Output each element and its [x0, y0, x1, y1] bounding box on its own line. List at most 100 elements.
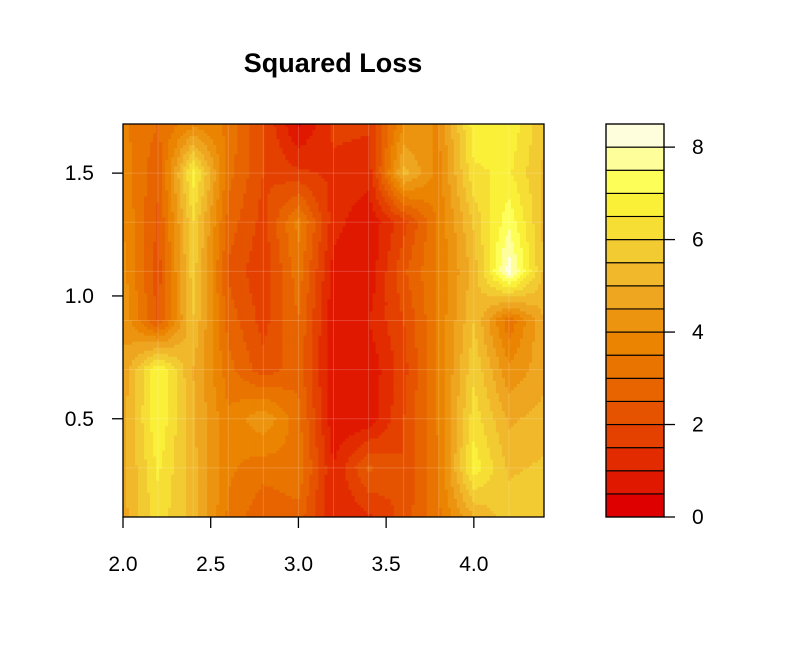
contour-cell [297, 136, 302, 140]
contour-cell [204, 151, 208, 155]
contour-cell [468, 154, 473, 158]
contour-cell [219, 136, 223, 140]
contour-cell [156, 160, 160, 164]
contour-cell [135, 136, 139, 140]
contour-cell [534, 142, 539, 146]
contour-cell [225, 145, 229, 149]
contour-cell [300, 127, 305, 131]
contour-cell [234, 154, 238, 158]
contour-cell [474, 142, 479, 146]
contour-cell [234, 139, 238, 143]
contour-cell [528, 145, 533, 149]
contour-cell [141, 160, 145, 164]
contour-cell [324, 154, 329, 158]
contour-cell [270, 127, 274, 131]
contour-cell [534, 124, 539, 128]
contour-cell [348, 148, 353, 152]
contour-cell [450, 139, 455, 143]
contour-cell [243, 157, 247, 161]
contour-cell [210, 154, 214, 158]
contour-cell [525, 136, 530, 140]
contour-cell [516, 133, 521, 137]
contour-cell [384, 151, 389, 155]
contour-cell [513, 160, 518, 164]
contour-cell [486, 160, 491, 164]
contour-cell [144, 124, 148, 128]
contour-cell [222, 133, 226, 137]
contour-cell [207, 139, 211, 143]
contour-cell [123, 151, 127, 155]
contour-cell [438, 127, 443, 131]
contour-cell [336, 145, 341, 149]
contour-cell [492, 151, 497, 155]
contour-cell [186, 127, 190, 131]
contour-cell [384, 133, 389, 137]
contour-cell [207, 127, 211, 131]
contour-cell [360, 139, 365, 143]
contour-cell [294, 127, 299, 131]
contour-cell [480, 157, 485, 161]
contour-cell [363, 142, 368, 146]
contour-cell [414, 145, 419, 149]
contour-cell [150, 151, 154, 155]
contour-cell [333, 130, 338, 134]
contour-cell [192, 127, 196, 131]
contour-cell [390, 142, 395, 146]
contour-cell [417, 133, 422, 137]
contour-cell [303, 145, 308, 149]
contour-cell [537, 151, 542, 155]
contour-cell [270, 124, 274, 128]
contour-cell [522, 145, 527, 149]
contour-cell [294, 160, 299, 164]
contour-cell [435, 151, 440, 155]
contour-cell [252, 157, 256, 161]
contour-cell [288, 130, 292, 134]
contour-cell [279, 142, 283, 146]
contour-cell [258, 136, 262, 140]
contour-cell [282, 151, 286, 155]
contour-cell [393, 157, 398, 161]
contour-cell [252, 160, 256, 164]
contour-cell [363, 157, 368, 161]
contour-cell [123, 145, 127, 149]
contour-cell [336, 154, 341, 158]
contour-cell [447, 142, 452, 146]
contour-cell [366, 133, 371, 137]
contour-cell [504, 130, 509, 134]
contour-cell [423, 154, 428, 158]
contour-cell [144, 145, 148, 149]
contour-cell [288, 142, 292, 146]
contour-cell [525, 142, 530, 146]
contour-cell [426, 124, 431, 128]
contour-cell [192, 139, 196, 143]
contour-cell [228, 124, 232, 128]
contour-cell [153, 154, 157, 158]
contour-cell [183, 163, 187, 167]
contour-cell [402, 142, 407, 146]
contour-cell [516, 154, 521, 158]
contour-cell [294, 154, 299, 158]
contour-cell [375, 139, 380, 143]
contour-cell [234, 163, 238, 167]
contour-cell [426, 154, 431, 158]
contour-cell [399, 142, 404, 146]
contour-cell [171, 145, 175, 149]
contour-cell [183, 133, 187, 137]
contour-cell [261, 136, 265, 140]
contour-cell [204, 148, 208, 152]
contour-cell [123, 142, 127, 146]
contour-cell [423, 139, 428, 143]
contour-cell [492, 139, 497, 143]
contour-cell [267, 136, 271, 140]
contour-cell [231, 133, 235, 137]
contour-cell [393, 130, 398, 134]
contour-cell [363, 145, 368, 149]
contour-cell [468, 139, 473, 143]
contour-cell [312, 127, 317, 131]
contour-cell [360, 154, 365, 158]
contour-cell [354, 130, 359, 134]
contour-cell [327, 124, 332, 128]
contour-cell [303, 130, 308, 134]
contour-cell [372, 130, 377, 134]
contour-cell [180, 133, 184, 137]
